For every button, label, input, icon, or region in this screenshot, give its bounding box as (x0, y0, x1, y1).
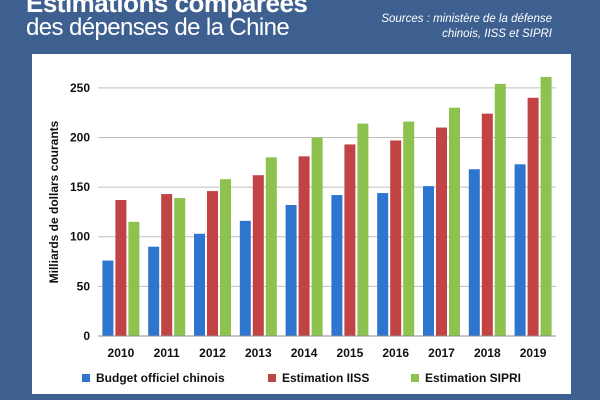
chart-title-line1: Estimations comparées (26, 0, 308, 18)
y-tick-label: 150 (70, 180, 90, 194)
sources-note: Sources : ministère de la défense chinoi… (381, 12, 552, 42)
bar-1-2015 (344, 144, 356, 336)
x-tick-label: 2018 (474, 346, 501, 360)
bar-2-2011 (174, 198, 186, 336)
sources-line1: Sources : ministère de la défense (381, 13, 552, 25)
bar-0-2012 (194, 233, 205, 336)
y-tick-label: 100 (70, 230, 90, 244)
bar-0-2016 (377, 193, 389, 336)
x-tick-label: 2012 (199, 346, 226, 360)
x-tick-label: 2016 (382, 346, 409, 360)
bar-1-2018 (481, 113, 493, 336)
bar-1-2019 (527, 97, 539, 337)
bar-2-2015 (357, 123, 369, 337)
bar-0-2018 (468, 169, 480, 336)
bar-2-2019 (540, 76, 552, 336)
y-tick-label: 200 (70, 130, 90, 144)
bar-0-2014 (285, 204, 297, 336)
legend-item-sipri: Estimation SIPRI (411, 371, 521, 385)
legend-item-budget: Budget officiel chinois (82, 371, 225, 385)
chart-title-line2: des dépenses de la Chine (26, 14, 290, 41)
x-tick-label: 2015 (337, 346, 364, 360)
bar-0-2013 (239, 220, 251, 336)
legend-label-budget: Budget officiel chinois (96, 371, 225, 385)
y-tick-label: 50 (77, 279, 91, 293)
legend-swatch-budget (82, 374, 90, 382)
sources-line2: chinois, IISS et SIPRI (442, 28, 552, 40)
x-tick-label: 2017 (428, 346, 455, 360)
x-tick-label: 2014 (291, 346, 318, 360)
bar-1-2011 (161, 194, 173, 336)
bar-2-2013 (265, 157, 277, 336)
bar-0-2010 (102, 260, 114, 336)
legend-swatch-sipri (411, 374, 419, 382)
bar-1-2010 (115, 200, 127, 336)
bar-1-2016 (390, 140, 402, 336)
bar-0-2019 (514, 164, 526, 336)
bar-2-2016 (403, 121, 415, 336)
y-axis-title: Milliards de dollars courants (47, 120, 61, 283)
bar-2-2010 (128, 221, 140, 336)
legend-label-sipri: Estimation SIPRI (425, 371, 522, 385)
bar-1-2017 (436, 127, 447, 336)
x-tick-label: 2013 (245, 346, 272, 360)
bar-2-2018 (494, 83, 506, 336)
legend-swatch-iiss (268, 374, 276, 382)
legend-item-iiss: Estimation IISS (268, 371, 369, 385)
chart-legend: Budget officiel chinois Estimation IISS … (0, 371, 600, 387)
y-tick-label: 250 (70, 81, 90, 95)
bar-2-2017 (449, 107, 460, 336)
bar-1-2012 (207, 191, 218, 336)
bar-0-2015 (331, 195, 343, 336)
legend-label-iiss: Estimation IISS (282, 371, 370, 385)
bar-0-2017 (423, 186, 434, 336)
bar-0-2011 (148, 246, 160, 336)
bar-1-2014 (298, 156, 310, 336)
bar-2-2014 (311, 137, 323, 336)
x-tick-label: 2019 (520, 346, 547, 360)
x-tick-label: 2010 (108, 346, 135, 360)
y-tick-label: 0 (83, 329, 90, 343)
x-tick-label: 2011 (154, 346, 180, 360)
bar-1-2013 (252, 175, 264, 336)
bar-2-2012 (220, 179, 231, 336)
